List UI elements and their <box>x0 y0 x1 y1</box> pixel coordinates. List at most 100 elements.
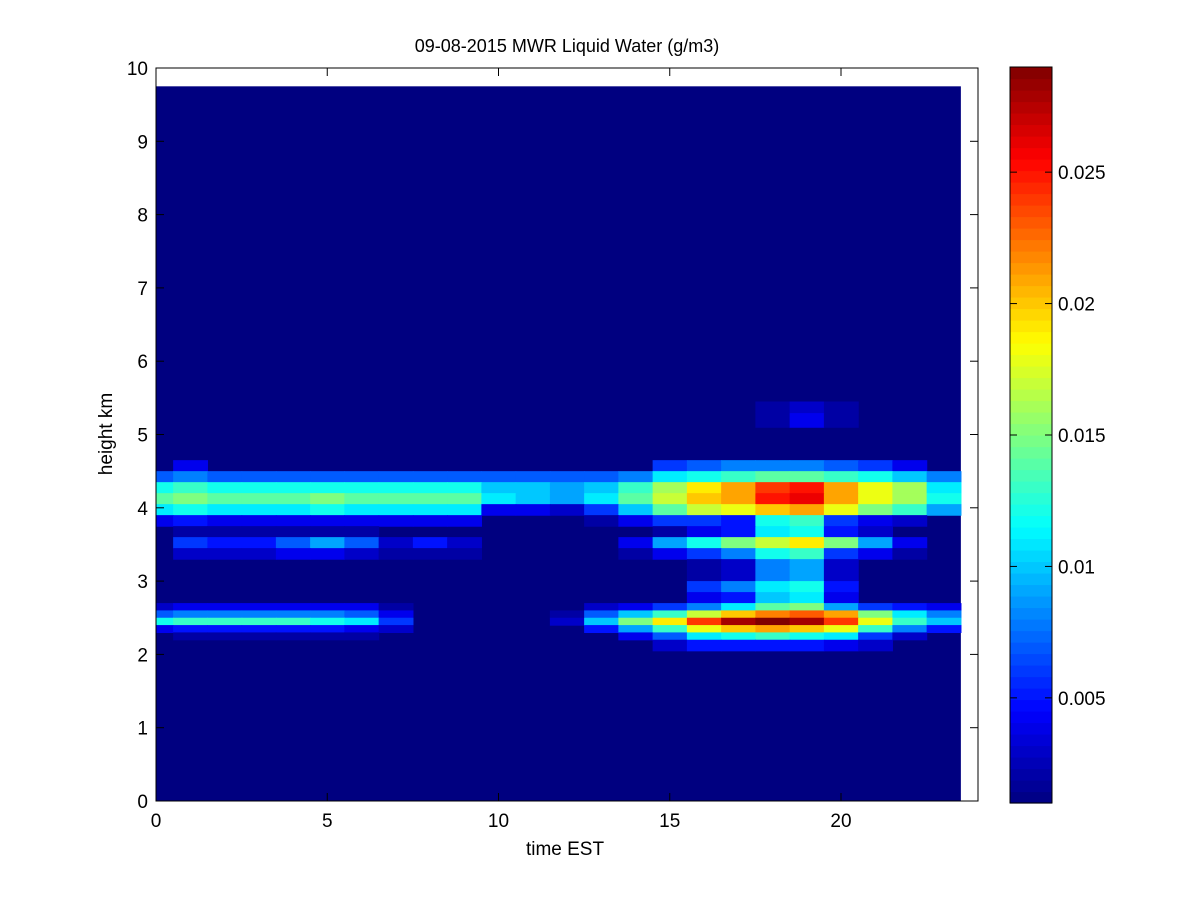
x-tick-label: 5 <box>322 811 333 832</box>
heatmap-cell <box>549 482 585 494</box>
heatmap-cell <box>789 482 825 494</box>
colorbar-segment <box>1010 504 1052 517</box>
heatmap-cell <box>686 482 722 494</box>
colorbar-segment <box>1010 446 1052 459</box>
heatmap-cell <box>858 504 893 516</box>
heatmap-cell <box>344 504 380 516</box>
colorbar-segment <box>1010 780 1052 793</box>
heatmap-cell <box>858 632 893 641</box>
heatmap-cell <box>755 592 791 604</box>
heatmap-cell <box>789 603 825 612</box>
heatmap-cell <box>858 537 893 549</box>
heatmap-cell <box>584 515 619 527</box>
heatmap-cell <box>207 526 243 538</box>
heatmap-cell <box>412 471 448 483</box>
colorbar-segment <box>1010 124 1052 137</box>
heatmap-cell <box>823 412 859 428</box>
colorbar-segment <box>1010 412 1052 425</box>
heatmap-cell <box>926 610 962 619</box>
heatmap-cell <box>344 493 380 505</box>
heatmap-cell <box>447 493 482 505</box>
colorbar-segment <box>1010 239 1052 252</box>
heatmap-cell <box>310 632 345 641</box>
heatmap-cell <box>686 581 722 593</box>
colorbar-segment <box>1010 584 1052 597</box>
heatmap-cell <box>275 548 311 560</box>
y-tick-label: 6 <box>137 352 148 373</box>
colorbar-segment <box>1010 481 1052 494</box>
colorbar-segment <box>1010 515 1052 528</box>
heatmap-cell <box>156 515 174 527</box>
colorbar-segment <box>1010 251 1052 264</box>
heatmap-cell <box>549 504 585 516</box>
heatmap-cell <box>310 482 345 494</box>
heatmap-cells <box>156 86 962 801</box>
heatmap-cell <box>310 610 345 619</box>
heatmap-cell <box>892 548 928 560</box>
heatmap-cell <box>686 592 722 604</box>
heatmap-cell <box>755 493 791 505</box>
heatmap-cell <box>789 460 825 472</box>
heatmap-cell <box>892 610 928 619</box>
colorbar-tick-label: 0.025 <box>1058 163 1106 184</box>
colorbar-segment <box>1010 653 1052 666</box>
colorbar-segment <box>1010 527 1052 540</box>
heatmap-cell <box>378 515 414 527</box>
heatmap-cell <box>892 504 928 516</box>
heatmap-cell <box>721 592 756 604</box>
heatmap-cell <box>173 471 208 483</box>
colorbar-segment <box>1010 320 1052 333</box>
heatmap-cell <box>310 603 345 612</box>
heatmap-cell <box>823 617 859 626</box>
colorbar-segment <box>1010 170 1052 183</box>
heatmap-cell <box>721 526 756 538</box>
colorbar-segment <box>1010 101 1052 114</box>
colorbar-segment <box>1010 205 1052 218</box>
heatmap-cell <box>618 537 654 549</box>
heatmap-cell <box>344 625 380 634</box>
colorbar-segment <box>1010 791 1052 804</box>
colorbar-segment <box>1010 274 1052 287</box>
colorbar-segment <box>1010 67 1052 80</box>
heatmap-cell <box>755 537 791 549</box>
y-tick-label: 8 <box>137 206 148 227</box>
colorbar: 0.005 0.01 0.015 0.02 0.025 <box>1009 66 1106 804</box>
heatmap-cell <box>652 482 688 494</box>
heatmap-cell <box>447 515 482 527</box>
heatmap-cell <box>584 493 619 505</box>
heatmap-cell <box>275 610 311 619</box>
heatmap-cell <box>584 504 619 516</box>
heatmap-cell <box>207 632 243 641</box>
heatmap-cell <box>892 537 928 549</box>
heatmap-cell <box>823 537 859 549</box>
heatmap-cell <box>207 548 243 560</box>
colorbar-segment <box>1010 159 1052 172</box>
heatmap-cell <box>892 632 928 641</box>
heatmap-cell <box>789 610 825 619</box>
x-tick-label: 20 <box>830 811 851 832</box>
heatmap-cell <box>721 471 756 483</box>
heatmap-cell <box>755 460 791 472</box>
heatmap-cell <box>241 610 277 619</box>
y-tick-label: 9 <box>137 132 148 153</box>
heatmap-cell <box>241 471 277 483</box>
y-axis-label: height km <box>96 393 117 475</box>
y-tick-label: 2 <box>137 645 148 666</box>
heatmap-cell <box>584 625 619 634</box>
heatmap-cell <box>789 592 825 604</box>
heatmap-cell <box>207 493 243 505</box>
y-tick-label: 5 <box>137 426 148 447</box>
y-tick-label: 7 <box>137 279 148 300</box>
heatmap-cell <box>686 625 722 634</box>
heatmap-cell <box>755 482 791 494</box>
heatmap-cell <box>823 581 859 593</box>
chart-title: 09-08-2015 MWR Liquid Water (g/m3) <box>415 36 719 56</box>
heatmap-cell <box>858 548 893 560</box>
x-axis-label: time EST <box>526 839 605 860</box>
heatmap-cell <box>686 610 722 619</box>
colorbar-segment <box>1010 573 1052 586</box>
heatmap-cell <box>275 632 311 641</box>
heatmap-cell <box>686 559 722 582</box>
